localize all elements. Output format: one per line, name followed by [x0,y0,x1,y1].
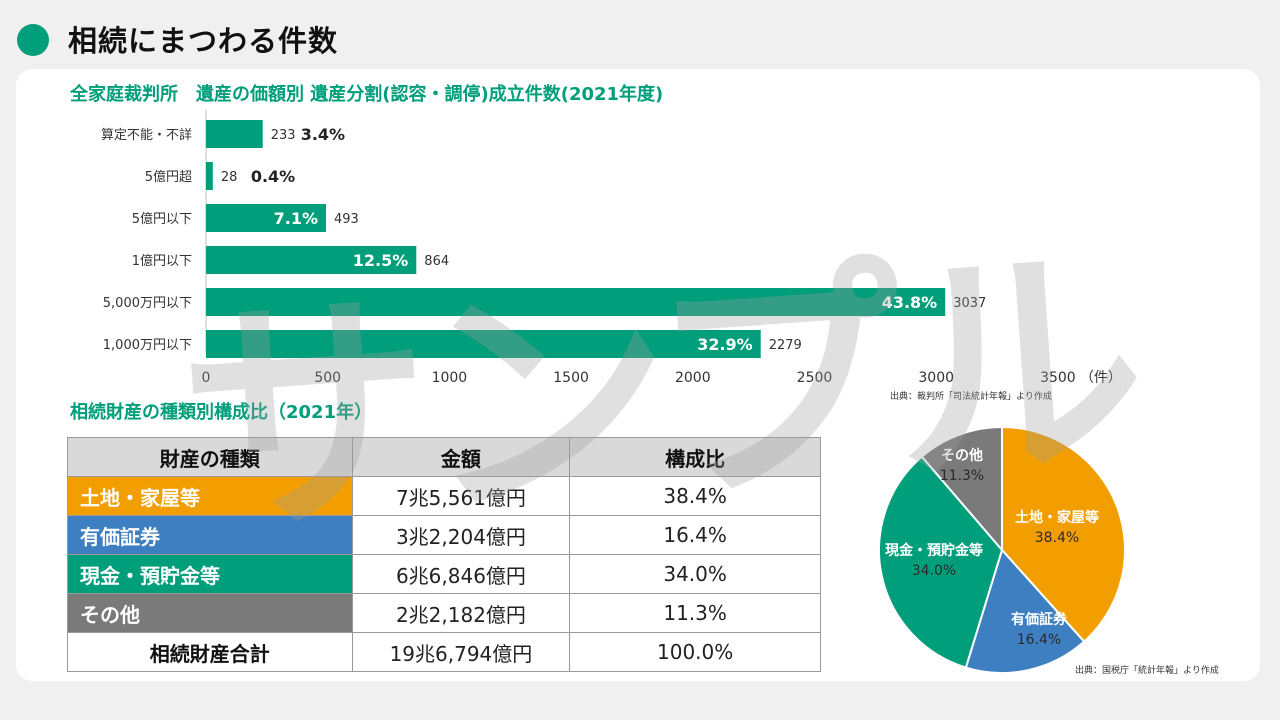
percent-label: 12.5% [353,251,409,270]
x-tick-label: 3000 [918,370,954,386]
x-tick-label: 2500 [797,370,833,386]
percent-label: 0.4% [251,167,295,186]
cell-amount: 19兆6,794億円 [351,632,571,672]
value-label: 2279 [769,338,802,353]
percent-label: 32.9% [697,335,753,354]
cell-ratio: 38.4% [569,476,821,516]
bar [206,120,263,148]
x-tick-label: 0 [202,370,211,386]
page-title: 相続にまつわる件数 [68,24,339,58]
cell-amount: 6兆6,846億円 [351,554,571,594]
bar [206,246,417,274]
cell-ratio: 34.0% [569,554,821,594]
table-row: 有価証券 3兆2,204億円 16.4% [67,515,821,555]
category-label: 1億円以下 [132,253,192,269]
cell-ratio: 100.0% [569,632,821,672]
value-label: 233 [271,128,296,143]
cell-amount: 2兆2,182億円 [351,593,571,633]
x-unit-label: （件） [1080,370,1122,386]
title-bullet-icon [17,24,49,56]
category-label: 5億円超 [145,169,192,185]
header-amount: 金額 [351,437,571,477]
bar-chart-title: 全家庭裁判所 遺産の価額別 遺産分割(認容・調停)成立件数(2021年度) [70,84,664,105]
pie-chart-title: 相続財産の種類別構成比（2021年） [70,402,373,423]
cell-amount: 7兆5,561億円 [351,476,571,516]
category-label: 1,000万円以下 [103,338,192,353]
category-label: 5,000万円以下 [103,296,192,311]
value-label: 493 [334,212,359,227]
table-header-row: 財産の種類 金額 構成比 [67,437,821,477]
bar [206,162,213,190]
value-label: 28 [221,170,238,185]
cell-amount: 3兆2,204億円 [351,515,571,555]
x-tick-label: 1500 [553,370,589,386]
cell-kind: 有価証券 [67,515,353,555]
table-row: 相続財産合計 19兆6,794億円 100.0% [67,632,821,672]
percent-label: 3.4% [301,125,345,144]
x-tick-label: 1000 [432,370,468,386]
cell-ratio: 11.3% [569,593,821,633]
bar [206,330,761,358]
table-row: その他 2兆2,182億円 11.3% [67,593,821,633]
x-tick-label: 3500 [1040,370,1076,386]
cell-kind: 相続財産合計 [67,632,353,672]
x-tick-label: 500 [314,370,341,386]
percent-label: 7.1% [274,209,318,228]
cell-ratio: 16.4% [569,515,821,555]
asset-table: 財産の種類 金額 構成比 土地・家屋等 7兆5,561億円 38.4% 有価証券 3兆2… [67,437,821,672]
percent-label: 43.8% [882,293,938,312]
category-label: 算定不能・不詳 [101,127,192,143]
table-row: 土地・家屋等 7兆5,561億円 38.4% [67,476,821,516]
cell-kind: 現金・預貯金等 [67,554,353,594]
value-label: 864 [424,254,449,269]
table-row: 現金・預貯金等 6兆6,846億円 34.0% [67,554,821,594]
header-ratio: 構成比 [569,437,821,477]
cell-kind: その他 [67,593,353,633]
x-tick-label: 2000 [675,370,711,386]
category-label: 5億円以下 [132,211,192,227]
cell-kind: 土地・家屋等 [67,476,353,516]
bar-chart-source: 出典：裁判所「司法統計年報」より作成 [890,392,1052,402]
bar [206,288,946,316]
header-kind: 財産の種類 [67,437,353,477]
value-label: 3037 [953,296,986,311]
bar [206,204,326,232]
pie-chart-source: 出典：国税庁「統計年報」より作成 [1075,666,1219,676]
